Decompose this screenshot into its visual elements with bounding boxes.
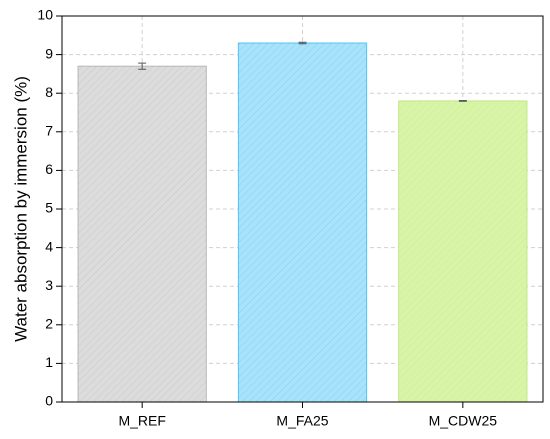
x-tick-label: M_FA25	[276, 413, 328, 429]
y-tick-label: 9	[45, 45, 53, 61]
x-tick-label: M_CDW25	[429, 413, 498, 429]
y-tick-label: 0	[45, 393, 53, 409]
error-bar	[138, 62, 147, 70]
y-tick-label: 5	[45, 200, 53, 216]
y-axis-title: Water absorption by immersion (%)	[11, 76, 30, 342]
y-tick-label: 3	[45, 277, 53, 293]
y-tick-label: 1	[45, 354, 53, 370]
bar	[237, 42, 368, 403]
y-tick-label: 6	[45, 161, 53, 177]
x-tick-label: M_REF	[118, 413, 165, 429]
error-bar	[298, 41, 307, 45]
y-tick-label: 4	[45, 238, 53, 254]
y-tick-label: 8	[45, 84, 53, 100]
plot-frame	[61, 15, 544, 403]
error-bar	[458, 100, 467, 102]
bar	[77, 65, 207, 403]
y-tick-label: 10	[37, 7, 53, 23]
y-tick-label: 2	[45, 316, 53, 332]
bar	[398, 100, 528, 403]
y-tick-label: 7	[45, 123, 53, 139]
